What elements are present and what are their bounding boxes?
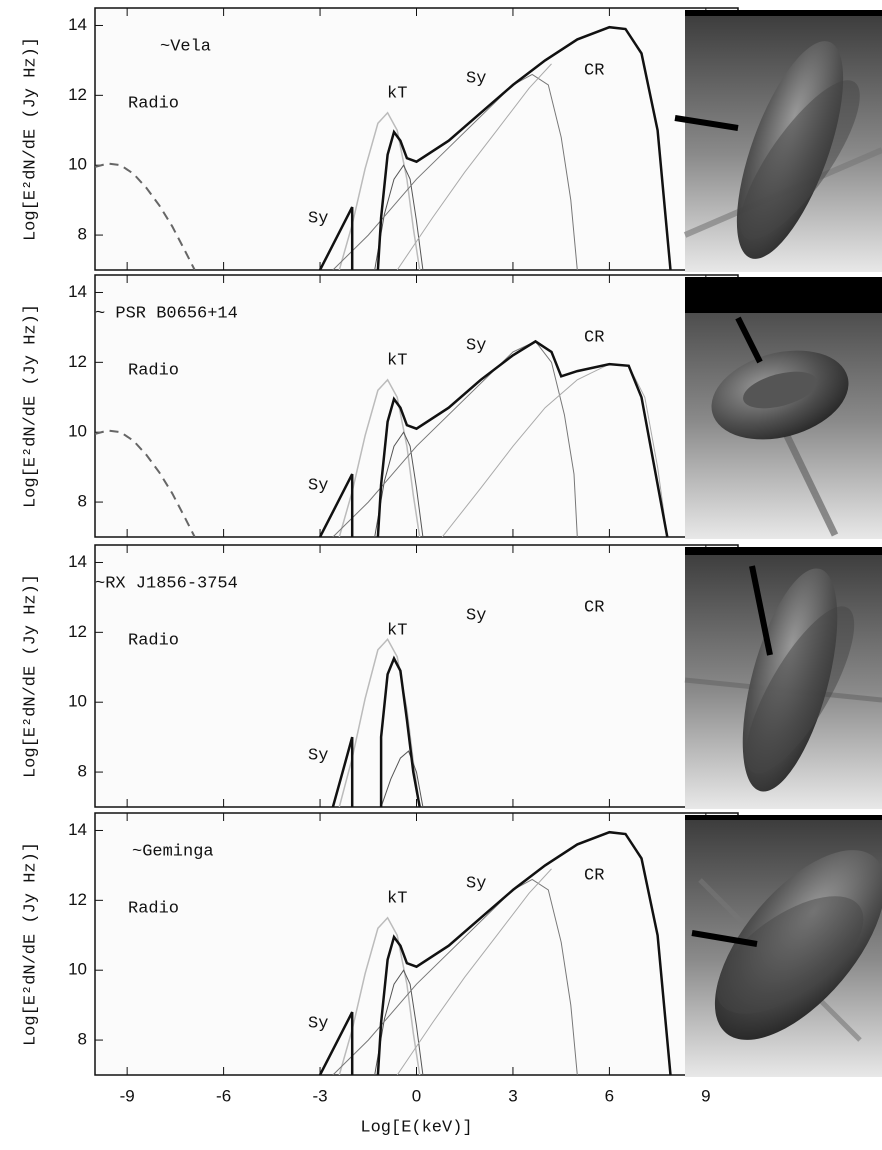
- annotation: Sy: [308, 1014, 328, 1033]
- annotation: kT: [387, 889, 407, 908]
- x-tick-label: 3: [508, 1086, 517, 1105]
- x-tick-label: -3: [312, 1086, 327, 1105]
- plots: 8 10 12 14 Log[E²dN/dE (Jy Hz)] ~Vela Radio kT S…: [21, 7, 739, 1137]
- curve: [331, 655, 421, 807]
- y-axis-label: Log[E²dN/dE (Jy Hz)]: [21, 37, 40, 241]
- renderings: [674, 10, 882, 1077]
- annotation: Sy: [466, 69, 486, 88]
- annotation: kT: [387, 84, 407, 103]
- annotation: Sy: [308, 476, 328, 495]
- y-tick-label: 8: [78, 492, 87, 511]
- panel-name: ~Vela: [160, 37, 211, 56]
- y-tick-label: 14: [68, 282, 87, 301]
- curve: [396, 63, 552, 270]
- curve: [318, 339, 669, 537]
- curve: [380, 750, 424, 807]
- panel-name: ~RX J1856-3754: [95, 574, 238, 593]
- y-tick-label: 14: [68, 820, 87, 839]
- curve: [318, 830, 672, 1075]
- y-tick-label: 12: [68, 85, 87, 104]
- y-tick-label: 12: [68, 890, 87, 909]
- x-tick-label: 0: [412, 1086, 421, 1105]
- annotation: Radio: [128, 899, 179, 918]
- y-tick-label: 12: [68, 622, 87, 641]
- y-tick-label: 8: [78, 225, 87, 244]
- plot-area: [94, 274, 739, 538]
- curve: [374, 164, 424, 270]
- annotation: CR: [584, 328, 604, 347]
- panel: 8 10 12 14 -9 -6 -3 0 3 6 9 Log[E²dN/dE (Jy Hz)] Log…: [21, 812, 739, 1137]
- annotation: Radio: [128, 94, 179, 113]
- x-tick-label: -9: [120, 1086, 135, 1105]
- curve: [95, 429, 196, 537]
- y-tick-label: 10: [68, 422, 87, 441]
- curve: [374, 969, 424, 1075]
- y-tick-label: 10: [68, 960, 87, 979]
- x-tick-label: 9: [701, 1086, 710, 1105]
- annotation: Sy: [466, 606, 486, 625]
- y-tick-label: 10: [68, 692, 87, 711]
- annotation: Sy: [308, 209, 328, 228]
- curve: [338, 378, 421, 537]
- plot-area: [94, 7, 739, 271]
- annotation: CR: [584, 866, 604, 885]
- rendering-vela: [674, 10, 882, 272]
- y-axis-label: Log[E²dN/dE (Jy Hz)]: [21, 842, 40, 1046]
- y-tick-label: 10: [68, 155, 87, 174]
- x-axis-label: Log[E(keV)]: [360, 1118, 472, 1137]
- x-tick-label: -6: [216, 1086, 231, 1105]
- annotation: kT: [387, 621, 407, 640]
- curve: [338, 111, 421, 270]
- annotation: Sy: [466, 874, 486, 893]
- curve: [338, 638, 421, 807]
- y-tick-label: 14: [68, 15, 87, 34]
- curve: [374, 431, 424, 537]
- annotation: Radio: [128, 631, 179, 650]
- plot-area: [94, 544, 739, 808]
- y-tick-label: 14: [68, 552, 87, 571]
- y-tick-label: 8: [78, 1030, 87, 1049]
- x-tick-label: 6: [605, 1086, 614, 1105]
- y-tick-label: 12: [68, 352, 87, 371]
- curve: [338, 916, 421, 1075]
- curve: [396, 868, 552, 1075]
- curve: [318, 25, 672, 270]
- plot-area: [94, 812, 739, 1076]
- panel-name: ~ PSR B0656+14: [95, 304, 238, 323]
- annotation: Radio: [128, 361, 179, 380]
- annotation: Sy: [466, 336, 486, 355]
- panel: 8 10 12 14 Log[E²dN/dE (Jy Hz)] ~ PSR B0656+1…: [21, 274, 739, 538]
- curve: [441, 363, 668, 537]
- annotation: kT: [387, 351, 407, 370]
- panel: 8 10 12 14 Log[E²dN/dE (Jy Hz)] ~RX J1856-375…: [21, 544, 739, 808]
- y-axis-label: Log[E²dN/dE (Jy Hz)]: [21, 304, 40, 508]
- annotation: Sy: [308, 746, 328, 765]
- rendering-geminga: [685, 815, 882, 1077]
- curve: [332, 340, 578, 537]
- annotation: CR: [584, 61, 604, 80]
- curve: [95, 162, 196, 270]
- y-tick-label: 8: [78, 762, 87, 781]
- rendering-psr: [685, 277, 882, 539]
- annotation: CR: [584, 598, 604, 617]
- panel-name: ~Geminga: [132, 842, 214, 861]
- rendering-rx: [684, 547, 882, 809]
- panel: 8 10 12 14 Log[E²dN/dE (Jy Hz)] ~Vela Radio kT S…: [21, 7, 739, 271]
- y-axis-label: Log[E²dN/dE (Jy Hz)]: [21, 574, 40, 778]
